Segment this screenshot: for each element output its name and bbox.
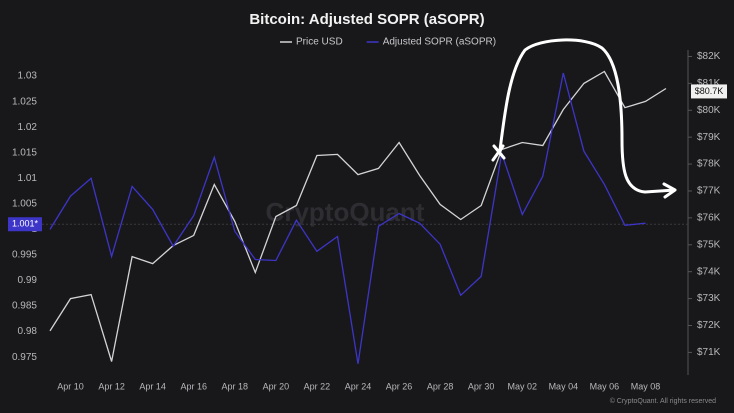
x-tick-label: Apr 28 <box>427 381 454 391</box>
x-tick-label: Apr 24 <box>345 381 372 391</box>
y-tick-label: 1.02 <box>18 122 38 133</box>
x-tick-label: May 04 <box>549 381 579 391</box>
x-tick-label: Apr 10 <box>57 381 84 391</box>
y2-tick-label: $72K <box>697 320 721 331</box>
x-tick-label: Apr 26 <box>386 381 413 391</box>
y2-tick-label: $73K <box>697 293 721 304</box>
x-tick-label: Apr 16 <box>180 381 207 391</box>
legend-label: Price USD <box>296 37 343 48</box>
footer: © CryptoQuant. All rights reserved <box>610 397 716 405</box>
y2-tick-label: $77K <box>697 186 721 197</box>
y2-tick-label: $78K <box>697 159 721 170</box>
y-tick-label: 1.005 <box>12 198 37 209</box>
x-tick-label: May 08 <box>631 381 661 391</box>
y-tick-label: 1.015 <box>12 147 37 158</box>
y2-tick-label: $81K <box>697 78 721 89</box>
hand-annotation <box>491 38 677 199</box>
y-tick-label: 0.985 <box>12 301 37 312</box>
y-tick-label: 1.025 <box>12 96 37 107</box>
plot <box>42 70 688 364</box>
chart-title: Bitcoin: Adjusted SOPR (aSOPR) <box>249 11 484 28</box>
series-line <box>49 70 667 362</box>
x-tick-label: Apr 12 <box>98 381 125 391</box>
y2-tick-label: $79K <box>697 132 721 143</box>
y2-marker-label: $80.7K <box>695 86 724 96</box>
y-marker-box <box>8 217 42 232</box>
y-marker-label: 1.001* <box>12 219 39 229</box>
x-tick-label: Apr 18 <box>222 381 249 391</box>
x-tick-label: Apr 22 <box>304 381 331 391</box>
y-tick-label: 0.98 <box>18 326 38 337</box>
x-tick-label: Apr 14 <box>139 381 166 391</box>
watermark: CryptoQuant <box>266 197 425 227</box>
x-tick-label: May 06 <box>590 381 620 391</box>
y2-tick-label: $80K <box>697 105 721 116</box>
y-tick-label: 0.995 <box>12 250 37 261</box>
y2-marker-box <box>691 84 727 99</box>
y-tick-label: 0.99 <box>18 275 38 286</box>
y2-tick-label: $74K <box>697 266 721 277</box>
y-tick-label: 0.975 <box>12 352 37 363</box>
x-tick-label: May 02 <box>508 381 538 391</box>
x-tick-label: Apr 30 <box>468 381 495 391</box>
y-tick-label: 1.01 <box>18 173 38 184</box>
series-line <box>49 72 646 364</box>
y2-tick-label: $75K <box>697 239 721 250</box>
y2-tick-label: $82K <box>697 51 721 62</box>
y2-tick-label: $71K <box>697 347 721 358</box>
legend-label: Adjusted SOPR (aSOPR) <box>383 37 496 48</box>
y2-tick-label: $76K <box>697 213 721 224</box>
y-tick-label: 1.03 <box>18 71 38 82</box>
x-tick-label: Apr 20 <box>263 381 290 391</box>
